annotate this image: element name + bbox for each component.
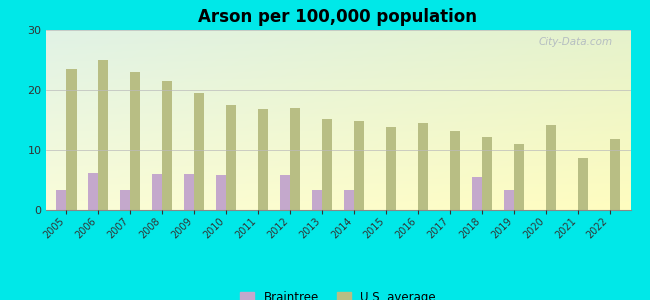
Bar [514, 144, 524, 210]
Bar [472, 177, 482, 210]
Legend: Braintree, U.S. average: Braintree, U.S. average [235, 286, 441, 300]
Title: Arson per 100,000 population: Arson per 100,000 population [198, 8, 478, 26]
Bar [578, 158, 588, 210]
Bar [98, 60, 109, 210]
Bar [290, 108, 300, 210]
Bar [120, 190, 130, 210]
Bar [194, 93, 204, 210]
Bar [344, 190, 354, 210]
Bar [216, 175, 226, 210]
Bar [312, 190, 322, 210]
Bar [386, 127, 396, 210]
Bar [322, 119, 332, 210]
Bar [610, 139, 620, 210]
Bar [226, 105, 237, 210]
Bar [66, 69, 77, 210]
Bar [546, 125, 556, 210]
Bar [88, 173, 98, 210]
Bar [152, 174, 162, 210]
Bar [418, 123, 428, 210]
Bar [450, 131, 460, 210]
Bar [280, 175, 290, 210]
Bar [504, 190, 514, 210]
Text: City-Data.com: City-Data.com [539, 37, 613, 47]
Bar [354, 121, 364, 210]
Bar [130, 72, 140, 210]
Bar [162, 81, 172, 210]
Bar [482, 137, 492, 210]
Bar [258, 109, 268, 210]
Bar [56, 190, 66, 210]
Bar [184, 174, 194, 210]
